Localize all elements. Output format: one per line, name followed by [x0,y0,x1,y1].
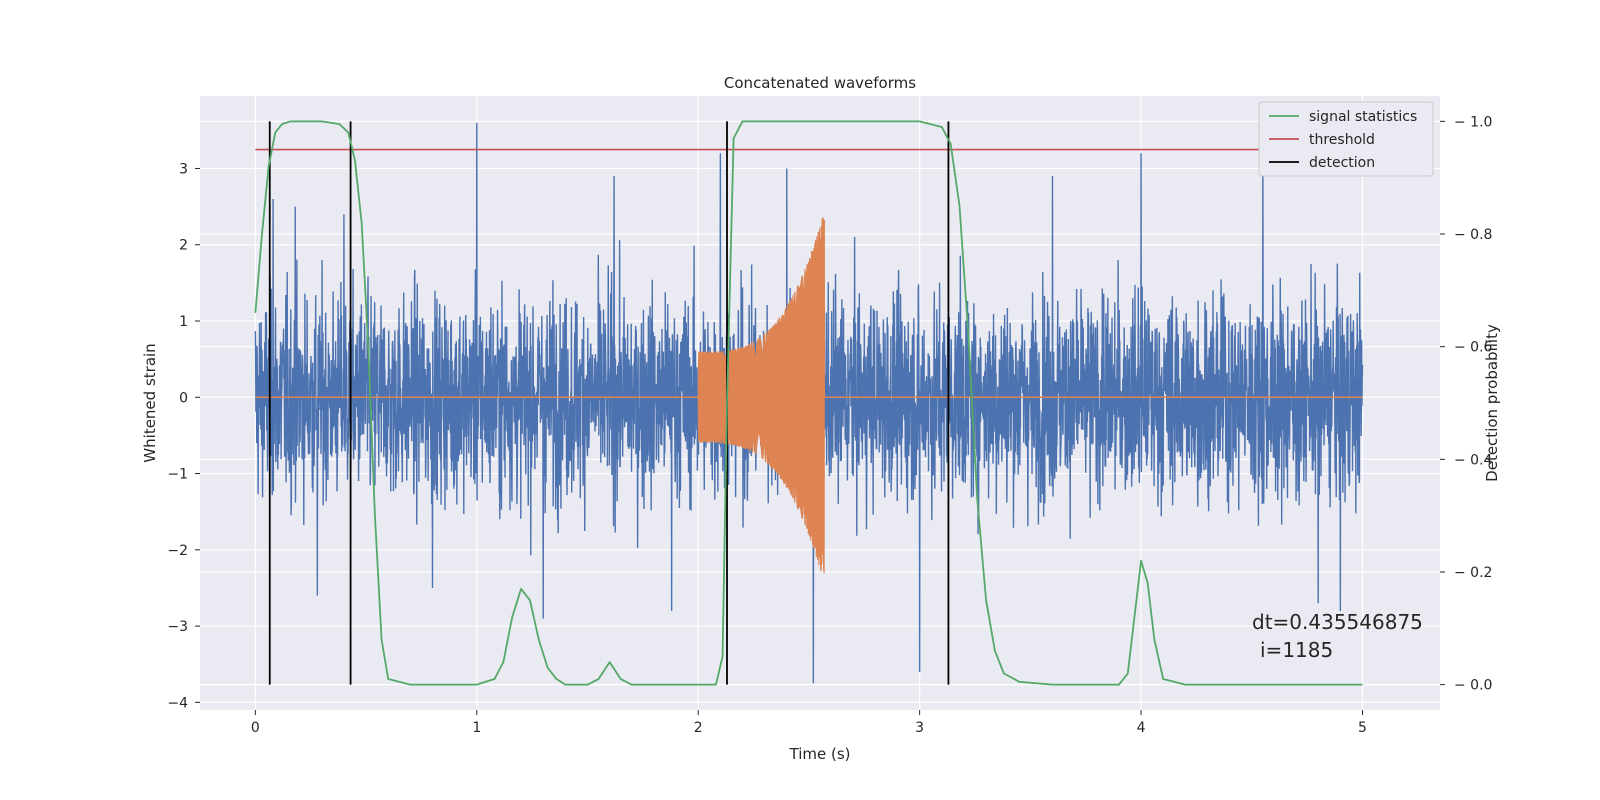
annotation-dt: dt=0.435546875 [1252,610,1423,634]
y-tick-label-6: −3 [167,619,188,635]
y-tick-label-3: 0 [179,390,188,406]
y-tick-label-2: 1 [179,314,188,330]
y-right-tick-label-2: − 0.6 [1454,340,1493,356]
x-tick-label-4: 4 [1137,720,1146,736]
signal-statistics-line [254,120,1363,686]
legend-label-detection: detection [1309,155,1375,171]
y-right-tick-label-4: − 0.2 [1454,565,1492,581]
y-tick-label-4: −1 [167,467,188,483]
y-tick-label-0: 3 [179,161,188,177]
y-axis-right-label: Detection probability [1483,324,1501,482]
axis-ticks: 0 1 2 3 4 5 3 2 1 0 −1 −2 −3 −4 − 1.0 − 0.8 − 0.6 − 0.4 − … [167,114,1492,736]
y-tick-label-7: −4 [167,695,188,711]
y-tick-label-1: 2 [179,238,188,254]
y-right-tick-label-1: − 0.8 [1454,227,1492,243]
x-tick-label-1: 1 [472,720,481,736]
legend-label-threshold: threshold [1309,132,1375,148]
y-axis-label: Whitened strain [141,343,159,462]
legend: signal statistics threshold detection [1258,101,1434,177]
legend-box [1258,101,1434,177]
annotation-index: i=1185 [1260,638,1333,662]
chart-title: Concatenated waveforms [724,74,916,92]
y-right-tick-label-0: − 1.0 [1454,114,1492,130]
x-tick-label-5: 5 [1358,720,1367,736]
y-right-tick-label-5: − 0.0 [1454,678,1492,694]
x-tick-label-2: 2 [694,720,703,736]
y-tick-label-5: −2 [167,543,188,559]
signal-statistics-series [254,120,1363,686]
legend-label-signal-statistics: signal statistics [1309,109,1417,125]
x-axis-label: Time (s) [789,745,851,763]
x-tick-label-0: 0 [251,720,260,736]
x-tick-label-3: 3 [915,720,924,736]
y-right-tick-label-3: − 0.4 [1454,452,1493,468]
